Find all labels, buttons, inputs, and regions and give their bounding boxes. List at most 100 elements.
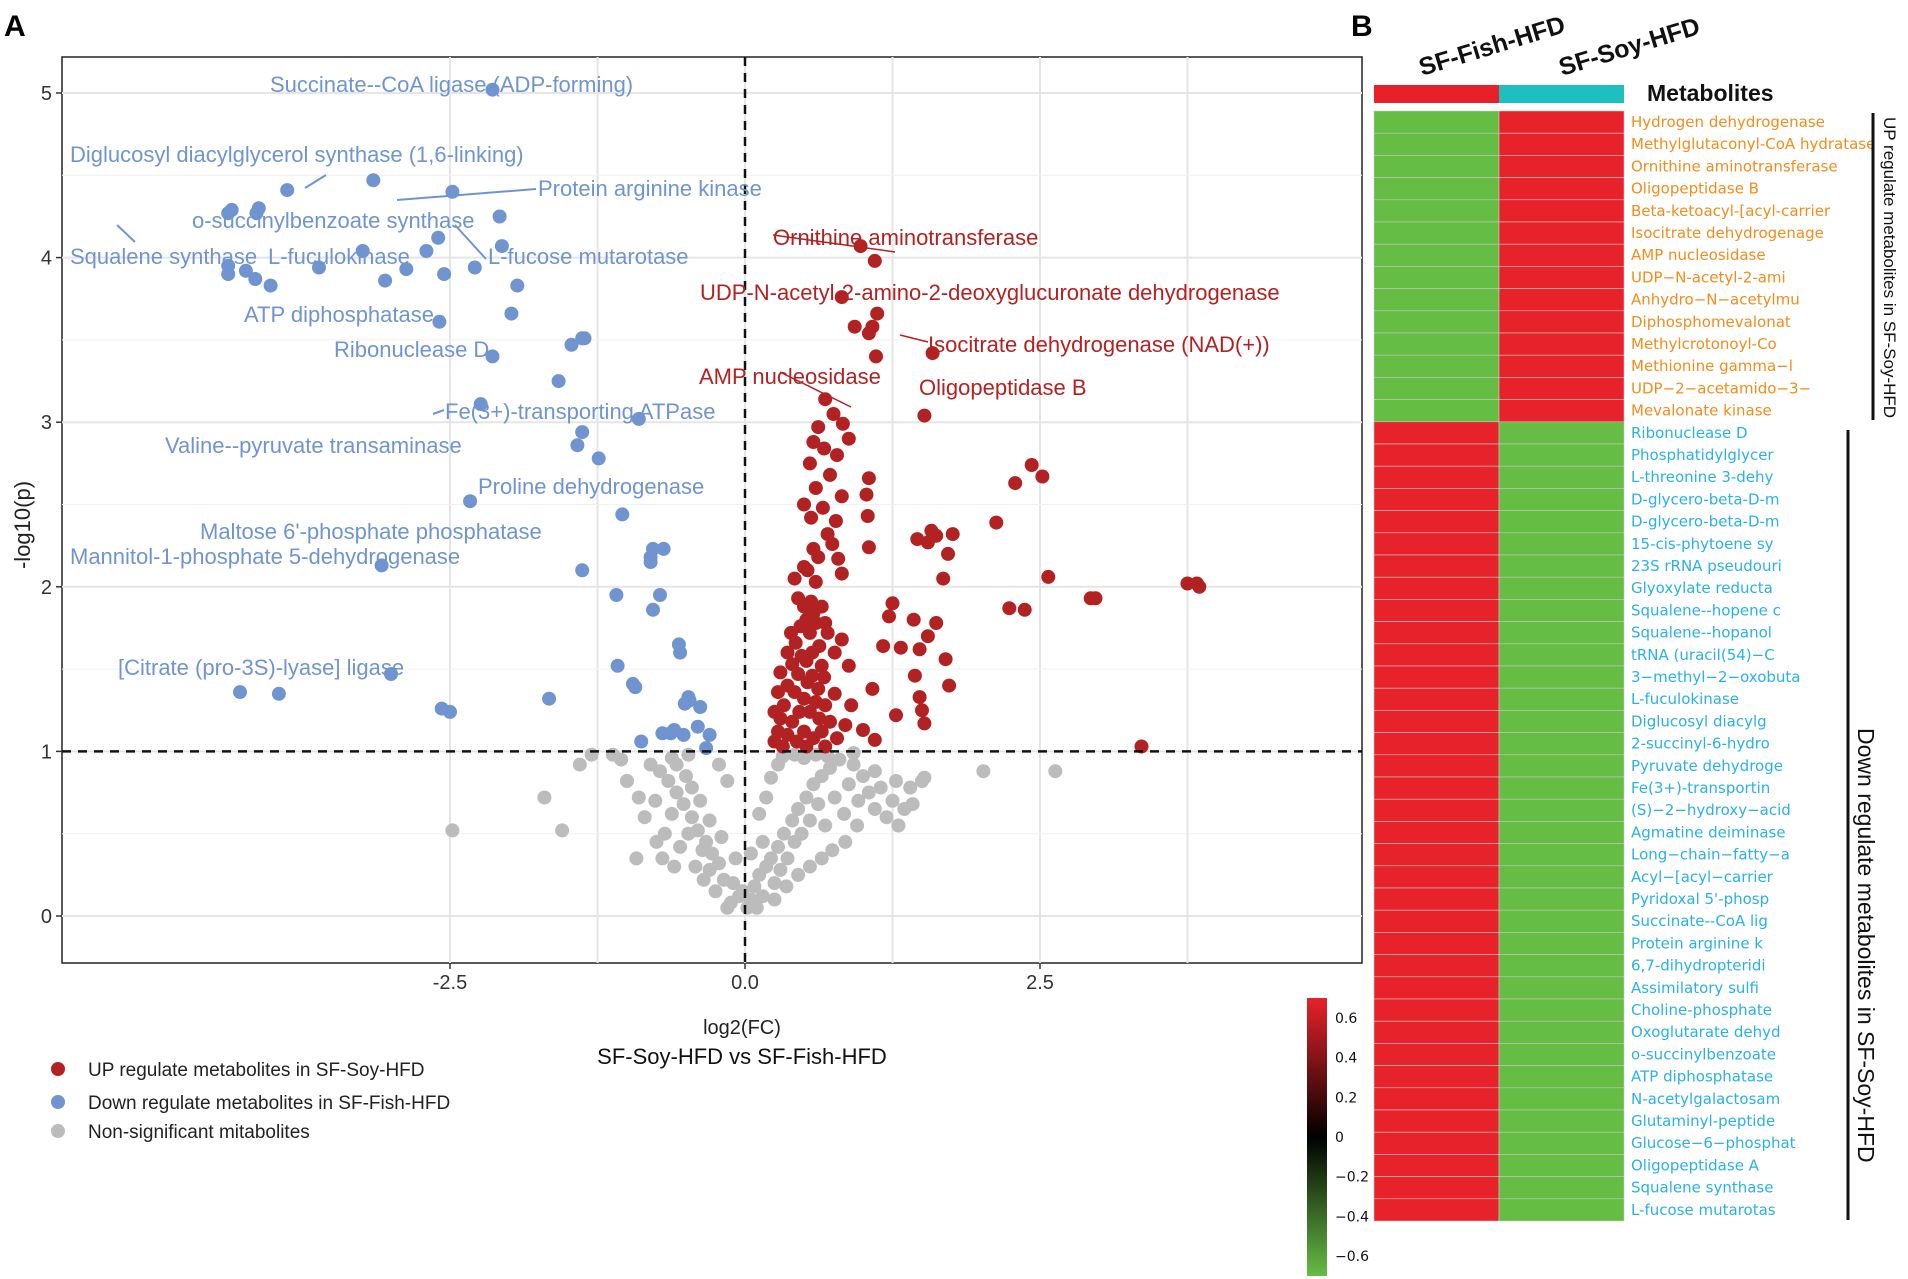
heatmap-cell — [1498, 132, 1625, 156]
point-up — [856, 723, 870, 737]
heatmap-cell — [1498, 243, 1625, 267]
annotation-down: [Citrate (pro-3S)-lyase] ligase — [118, 655, 404, 680]
point-down — [233, 685, 247, 700]
point-up — [1041, 569, 1056, 584]
point-down — [494, 239, 509, 254]
point-ns — [767, 876, 782, 891]
point-down — [238, 263, 253, 278]
point-ns — [702, 813, 717, 828]
point-up — [830, 448, 844, 463]
data-points — [221, 82, 1207, 915]
point-ns — [445, 823, 460, 838]
annotation-leader — [396, 188, 537, 201]
heatmap-cell — [1373, 1131, 1500, 1155]
point-up — [811, 420, 826, 435]
heatmap-cell — [1498, 443, 1625, 467]
heatmap-cell — [1498, 1131, 1625, 1155]
point-up — [826, 407, 841, 421]
heatmap-cell — [1498, 1109, 1625, 1133]
point-ns — [664, 806, 679, 821]
volcano-plot: 0 1 2 3 4 5 -2.5 0.0 2.5 Ornithine aminotransfer… — [10, 56, 1363, 1143]
heatmap-cell — [1498, 1043, 1625, 1066]
point-up — [942, 678, 957, 693]
heatmap-cell — [1498, 332, 1625, 356]
heatmap-cell — [1498, 110, 1625, 134]
annotation-down: Protein arginine kinase — [538, 176, 762, 201]
heatmap-row-label: Methylglutaconyl-CoA hydratase — [1631, 135, 1875, 153]
heatmap-cell — [1373, 932, 1500, 955]
heatmap-cell — [1498, 665, 1625, 689]
heatmap-row-label: 23S rRNA pseudouri — [1631, 557, 1782, 575]
point-ns — [708, 884, 723, 899]
heatmap-cell — [1498, 798, 1625, 822]
heatmap-row-label: Acyl−[acyl−carrier — [1631, 868, 1774, 886]
point-up — [802, 625, 817, 640]
point-down — [374, 558, 389, 573]
heatmap-row-label: Mevalonate kinase — [1631, 402, 1772, 420]
heatmap-cell — [1498, 221, 1625, 245]
point-down — [591, 451, 606, 466]
point-up — [817, 441, 832, 456]
annotation-down: Ribonuclease D — [334, 337, 489, 362]
point-up — [773, 665, 788, 680]
point-ns — [823, 760, 837, 775]
point-up — [818, 739, 833, 754]
point-ns — [673, 839, 688, 854]
heatmap-cell — [1373, 221, 1500, 245]
point-ns — [681, 826, 696, 841]
heatmap-cell — [1373, 621, 1500, 645]
point-down — [570, 438, 585, 453]
heatmap-cell — [1498, 776, 1625, 800]
heatmap-cell — [1373, 1020, 1500, 1044]
point-ns — [681, 747, 696, 762]
heatmap-cell — [1373, 798, 1500, 822]
heatmap-cell — [1498, 643, 1625, 667]
point-up — [823, 467, 837, 482]
point-up — [861, 540, 876, 555]
point-ns — [655, 851, 670, 866]
heatmap-cell — [1373, 576, 1500, 600]
heatmap-cell — [1373, 310, 1500, 334]
point-up — [775, 739, 790, 754]
point-up — [834, 632, 849, 647]
point-ns — [917, 770, 932, 785]
point-down — [646, 602, 660, 617]
point-ns — [802, 859, 817, 874]
heatmap-cell — [1498, 1176, 1625, 1200]
point-up — [882, 609, 896, 624]
point-ns — [714, 830, 729, 844]
point-ns — [779, 879, 794, 894]
point-ns — [648, 793, 663, 808]
point-down — [693, 700, 708, 714]
annotation-leader — [772, 234, 896, 253]
colorbar-tick-label: 0 — [1335, 1130, 1344, 1146]
point-up — [823, 714, 837, 729]
heatmap-row-label: Hydrogen dehydrogenase — [1631, 113, 1825, 131]
heatmap-row-label: 2-succinyl-6-hydro — [1631, 735, 1770, 753]
annotation-down: Diglucosyl diacylglycerol synthase (1,6-… — [70, 142, 524, 167]
heatmap-row-label: Glucose−6−phosphat — [1631, 1134, 1796, 1152]
point-ns — [797, 751, 811, 765]
point-up — [925, 346, 940, 361]
heatmap-row-label: Squalene--hopanol — [1631, 624, 1772, 642]
point-down — [643, 555, 658, 570]
point-ns — [841, 777, 856, 792]
point-ns — [716, 872, 731, 887]
point-down — [399, 262, 414, 277]
point-up — [844, 698, 859, 713]
heatmap-row-label: Phosphatidylglycer — [1631, 446, 1774, 464]
point-up — [825, 537, 840, 551]
heatmap-cell — [1498, 710, 1625, 733]
point-down — [575, 331, 590, 346]
point-down — [656, 541, 671, 556]
point-up — [787, 571, 802, 586]
point-up — [885, 596, 900, 611]
heatmap-row-label: UDP−N-acetyl-2-ami — [1631, 268, 1786, 286]
point-ns — [771, 839, 785, 854]
y-axis-label: -log10(p) — [10, 481, 35, 569]
point-down — [378, 273, 393, 288]
point-down — [221, 267, 236, 282]
point-up — [867, 253, 882, 268]
heatmap-row-label: L-fuculokinase — [1631, 690, 1739, 708]
point-ns — [891, 818, 906, 833]
